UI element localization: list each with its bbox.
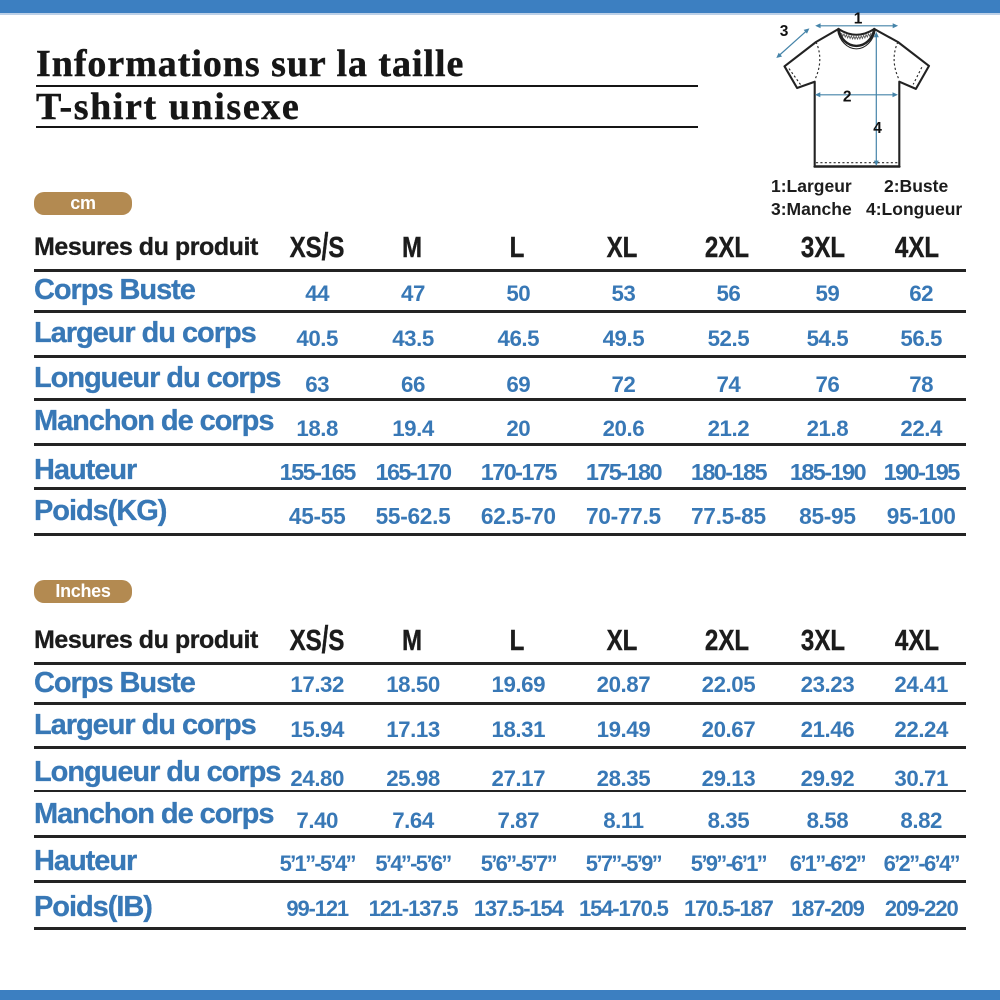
svg-text:1: 1 bbox=[854, 11, 863, 28]
svg-text:2: 2 bbox=[843, 89, 852, 106]
svg-text:3: 3 bbox=[780, 23, 789, 40]
svg-text:4: 4 bbox=[873, 120, 882, 137]
